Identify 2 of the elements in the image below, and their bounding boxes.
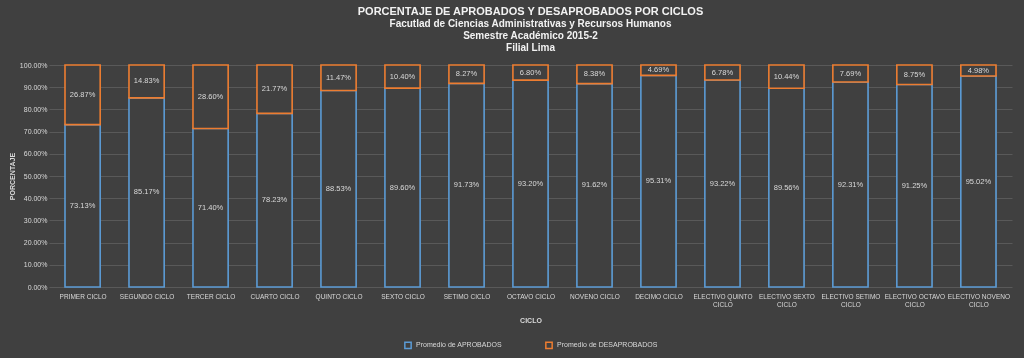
chart-title: PORCENTAJE DE APROBADOS Y DESAPROBADOS POR CICLOS	[357, 5, 704, 17]
chart-subtitle: Facutlad de Ciencias Administrativas y Recursos Humanos Semestre Académico 2015-2 Filial Lima	[389, 18, 672, 53]
